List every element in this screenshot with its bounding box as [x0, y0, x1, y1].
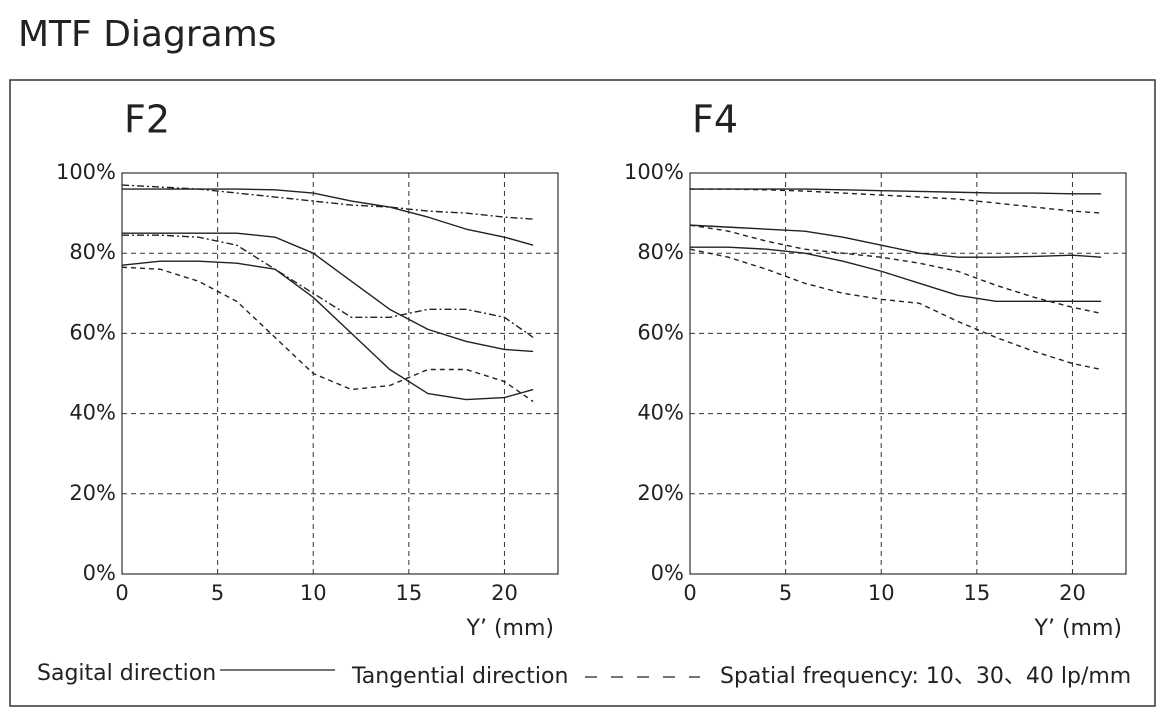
y-tick-label: 0%	[83, 561, 116, 585]
x-tick-label: 20	[1059, 581, 1086, 605]
mtf-curve	[121, 266, 534, 403]
x-tick-label: 5	[211, 581, 224, 605]
x-axis-label: Y’ (mm)	[466, 616, 554, 641]
x-tick-label: 10	[868, 581, 895, 605]
plot-frame	[121, 172, 559, 575]
y-tick-label: 80%	[637, 240, 684, 264]
mtf-curve	[690, 188, 1102, 214]
y-tick-label: 40%	[69, 401, 116, 425]
y-tick-label: 60%	[69, 320, 116, 344]
y-tick-label: 80%	[69, 240, 116, 264]
x-tick-label: 5	[779, 581, 792, 605]
chart-title: F2	[124, 98, 170, 142]
mtf-curve	[121, 260, 534, 401]
plot-frame	[689, 172, 1127, 575]
mtf-curve	[689, 248, 1102, 371]
mtf-curve	[122, 234, 534, 338]
y-tick-label: 20%	[69, 481, 116, 505]
mtf-curve	[690, 246, 1102, 303]
y-tick-label: 100%	[624, 160, 684, 184]
legend-label: Sagital direction	[37, 661, 216, 686]
page-title: MTF Diagrams	[18, 14, 277, 55]
legend-label: Tangential direction	[351, 664, 568, 689]
y-tick-label: 40%	[637, 401, 684, 425]
mtf-curve	[122, 232, 534, 353]
mtf-curve	[690, 188, 1102, 195]
y-tick-label: 60%	[637, 320, 684, 344]
legend-note: Spatial frequency: 10、30、40 lp/mm	[720, 664, 1131, 689]
y-tick-label: 0%	[651, 561, 684, 585]
chart-title: F4	[692, 98, 738, 142]
x-tick-label: 15	[963, 581, 990, 605]
y-tick-label: 100%	[56, 160, 116, 184]
x-tick-label: 0	[115, 581, 128, 605]
mtf-curve	[689, 224, 1102, 258]
x-axis-label: Y’ (mm)	[1034, 616, 1122, 641]
mtf-curve	[121, 184, 534, 220]
x-tick-label: 20	[491, 581, 518, 605]
y-tick-label: 20%	[637, 481, 684, 505]
x-tick-label: 10	[300, 581, 327, 605]
x-tick-label: 15	[395, 581, 422, 605]
mtf-curve	[689, 224, 1102, 315]
frame	[9, 79, 1156, 707]
x-tick-label: 0	[683, 581, 696, 605]
